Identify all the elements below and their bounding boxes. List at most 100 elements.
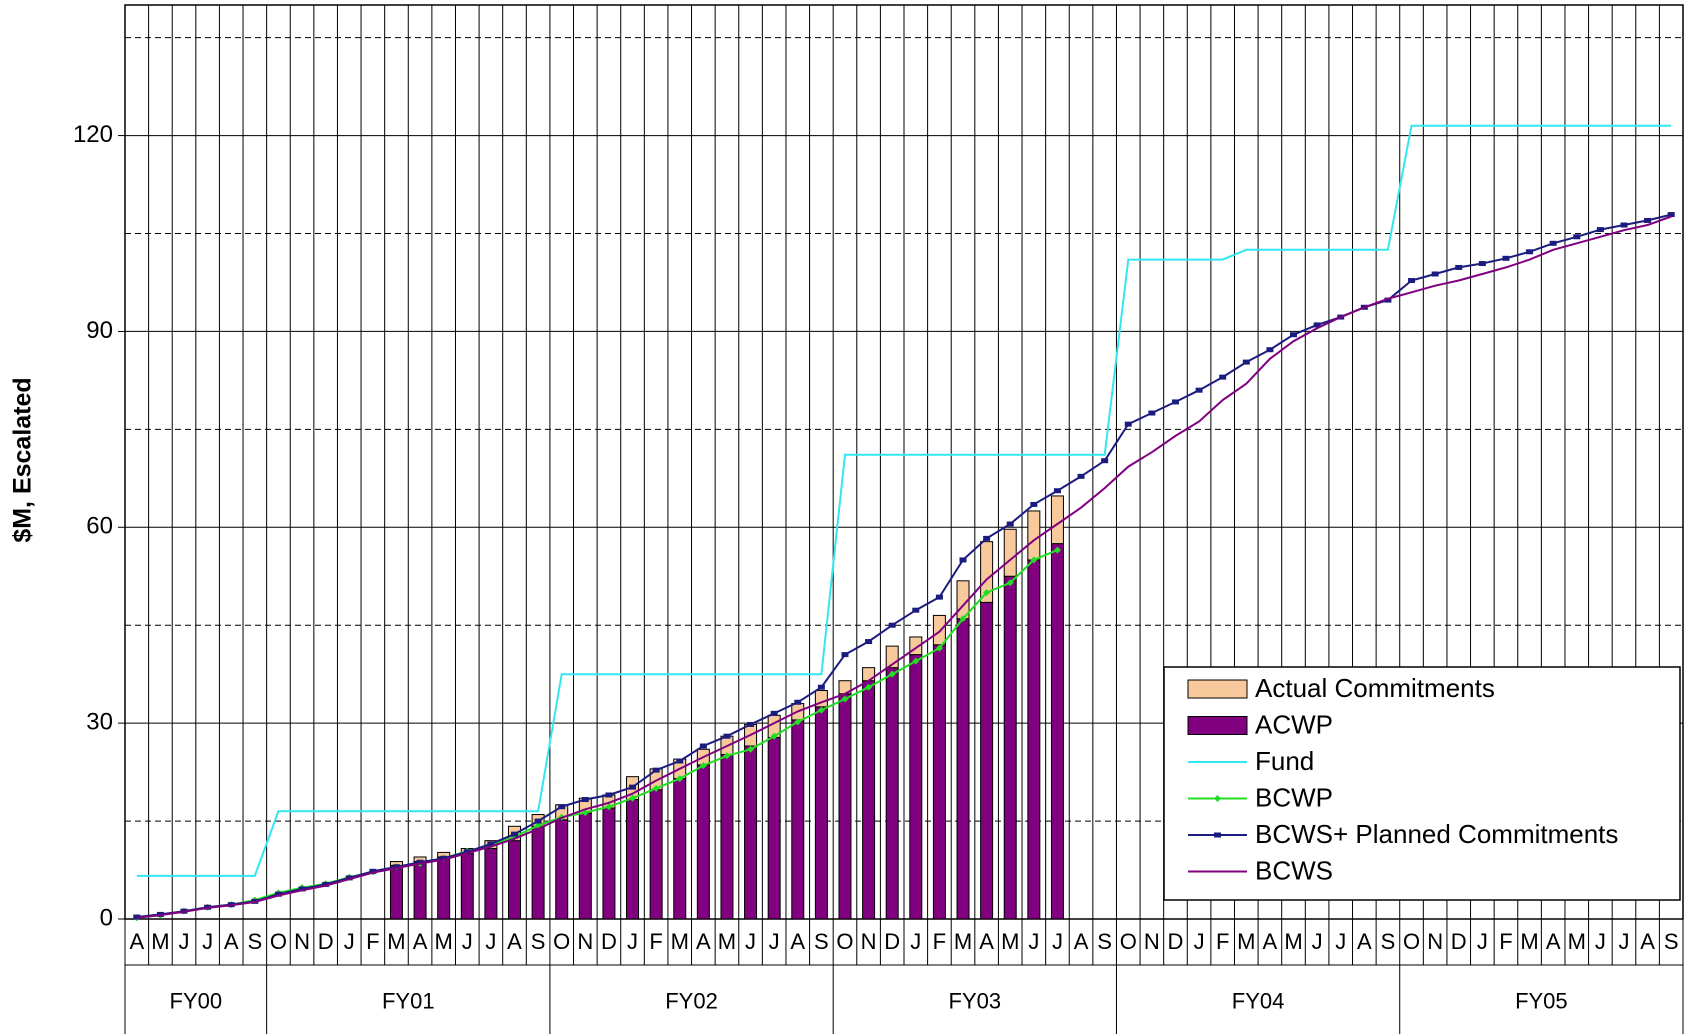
line-5 <box>136 215 1672 919</box>
x-tick-label: A <box>1640 929 1655 954</box>
y-tick-label: 120 <box>73 121 113 148</box>
x-tick-label: M <box>1284 929 1302 954</box>
bar <box>696 764 710 920</box>
marker <box>1124 421 1132 427</box>
marker <box>841 652 849 658</box>
x-tick-label: M <box>671 929 689 954</box>
marker <box>912 607 920 613</box>
x-tick-label: D <box>884 929 900 954</box>
x-tick-label: J <box>1194 929 1205 954</box>
x-tick-label: N <box>861 929 877 954</box>
line-3 <box>136 549 1058 919</box>
bar <box>673 778 687 920</box>
bar <box>649 789 663 920</box>
x-tick-label: A <box>1074 929 1089 954</box>
x-tick-label: J <box>1477 929 1488 954</box>
x-tick-label: A <box>1263 929 1278 954</box>
legend-label: BCWS+ Planned Commitments <box>1255 819 1618 849</box>
x-tick-label: D <box>1451 929 1467 954</box>
x-tick-label: M <box>1520 929 1538 954</box>
legend-label: Actual Commitments <box>1255 673 1495 703</box>
marker <box>274 891 282 897</box>
marker <box>770 732 778 740</box>
marker <box>298 886 306 892</box>
bar <box>791 719 805 920</box>
x-tick-label: J <box>1595 929 1606 954</box>
marker <box>912 657 920 665</box>
line-4 <box>136 213 1672 918</box>
x-tick-label: J <box>202 929 213 954</box>
marker <box>1101 458 1109 464</box>
marker <box>322 881 330 887</box>
legend-label: BCWS <box>1255 855 1333 885</box>
bar <box>1003 528 1017 577</box>
bar <box>1003 575 1017 920</box>
legend-marker <box>1214 795 1221 802</box>
x-tick-label: J <box>910 929 921 954</box>
marker <box>865 639 873 645</box>
marker <box>463 849 471 855</box>
x-tick-label: O <box>553 929 570 954</box>
bar <box>484 847 498 920</box>
marker <box>487 841 495 847</box>
group-label: FY01 <box>382 988 435 1013</box>
marker <box>1148 410 1156 416</box>
x-tick-label: M <box>718 929 736 954</box>
x-tick-label: J <box>462 929 473 954</box>
marker <box>1290 332 1297 338</box>
bar <box>437 856 451 920</box>
marker <box>841 695 849 703</box>
marker <box>1620 222 1628 228</box>
marker <box>558 804 566 810</box>
marker <box>345 875 353 881</box>
marker <box>605 803 613 811</box>
marker <box>652 784 660 792</box>
marker <box>392 864 400 870</box>
x-tick-label: J <box>1335 929 1346 954</box>
x-tick-label: M <box>387 929 405 954</box>
x-tick-label: F <box>933 929 946 954</box>
x-tick-label: F <box>366 929 379 954</box>
marker <box>1219 374 1227 380</box>
group-label: FY04 <box>1232 988 1285 1013</box>
marker <box>440 855 448 861</box>
marker <box>723 752 731 760</box>
x-tick-label: M <box>1001 929 1019 954</box>
bar <box>626 799 640 920</box>
x-tick-label: O <box>1403 929 1420 954</box>
x-tick-label: A <box>790 929 805 954</box>
bar <box>932 614 946 646</box>
marker <box>1455 264 1463 270</box>
bar <box>1050 543 1064 920</box>
legend-swatch <box>1187 716 1248 735</box>
bar <box>578 812 592 920</box>
x-tick-label: J <box>769 929 780 954</box>
marker <box>676 775 684 783</box>
marker <box>581 797 589 803</box>
x-tick-label: M <box>954 929 972 954</box>
marker <box>699 743 707 749</box>
marker <box>534 818 542 824</box>
x-tick-label: S <box>1097 929 1112 954</box>
marker <box>1667 212 1675 218</box>
x-tick-label: M <box>1568 929 1586 954</box>
marker <box>1408 278 1416 284</box>
x-tick-label: S <box>531 929 546 954</box>
marker <box>794 699 802 705</box>
marker <box>1431 271 1439 277</box>
y-tick-label: 90 <box>86 317 113 344</box>
x-tick-label: D <box>318 929 334 954</box>
bar <box>602 807 616 920</box>
bar <box>909 654 923 920</box>
bar <box>413 861 427 920</box>
x-tick-label: A <box>129 929 144 954</box>
x-tick-label: N <box>1144 929 1160 954</box>
marker <box>983 535 991 541</box>
bar <box>862 680 876 920</box>
legend-label: ACWP <box>1255 709 1333 739</box>
y-tick-label: 60 <box>86 513 113 540</box>
marker <box>1502 255 1510 261</box>
marker <box>416 859 424 865</box>
y-tick-label: 30 <box>86 708 113 735</box>
